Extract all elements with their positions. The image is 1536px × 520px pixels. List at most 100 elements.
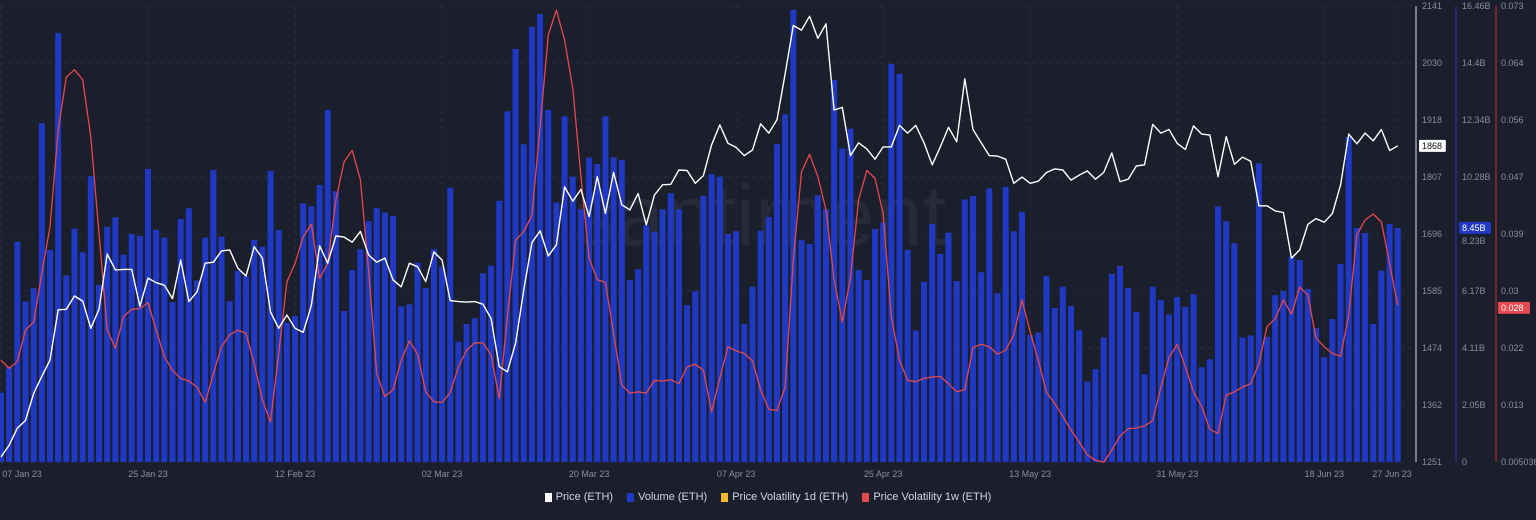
series-lines xyxy=(0,9,1399,463)
volume-bar xyxy=(381,212,388,462)
volume-bar xyxy=(185,208,192,462)
volume-bar xyxy=(847,128,854,462)
volume-bar xyxy=(112,217,119,462)
volume-axis-tick-label: 10.28B xyxy=(1462,172,1491,182)
volume-axis-tick-label: 6.17B xyxy=(1462,286,1486,296)
volume-bar xyxy=(341,311,348,462)
volume-bar xyxy=(545,109,552,462)
volume-current-value-box xyxy=(1459,221,1491,234)
volume-bar xyxy=(259,246,266,462)
volume-bar xyxy=(961,199,968,462)
volume-bar xyxy=(1353,227,1360,462)
legend-label: Price Volatility 1d (ETH) xyxy=(732,491,849,503)
volume-bar xyxy=(888,63,895,463)
price-axis-tick-label: 2141 xyxy=(1422,1,1442,11)
volume-bar xyxy=(635,269,642,462)
volume-bar xyxy=(1231,243,1238,462)
volume-bar xyxy=(969,196,976,462)
volume-bar xyxy=(87,176,94,462)
volume-bar xyxy=(488,265,495,462)
volume-bar xyxy=(765,217,772,462)
volume-bar xyxy=(292,316,299,462)
volume-bar xyxy=(120,254,127,462)
volume-bar xyxy=(520,144,527,462)
volume-bar xyxy=(855,270,862,462)
volume-bar xyxy=(569,176,576,463)
price-line xyxy=(0,15,1399,458)
volume-bar xyxy=(920,281,927,462)
x-tick-label: 07 Jan 23 xyxy=(2,469,42,479)
volume-bar xyxy=(1255,163,1262,462)
volume-bar xyxy=(577,209,584,462)
volume-axis-tick-label: 4.11B xyxy=(1462,343,1485,353)
volume-bar xyxy=(986,188,993,462)
volume-bar xyxy=(161,237,168,462)
price-axis-tick-label: 1696 xyxy=(1422,229,1442,239)
x-tick-label: 25 Apr 23 xyxy=(864,469,903,479)
volume-bar xyxy=(1345,136,1352,463)
price-axis-tick-label: 2030 xyxy=(1422,58,1442,68)
legend-item-price[interactable]: Price (ETH) xyxy=(544,491,613,503)
volume-bar xyxy=(749,286,756,462)
volume-bar xyxy=(1198,367,1205,462)
volume-bar xyxy=(1296,260,1303,462)
volume-bar xyxy=(504,111,511,463)
price-axis-tick-label: 1474 xyxy=(1422,343,1442,353)
volume-bar xyxy=(1239,337,1246,462)
volume-axis-tick-label: 12.34B xyxy=(1462,115,1491,125)
volume-bar xyxy=(790,9,797,463)
volume-bar xyxy=(912,330,919,462)
volume-bar xyxy=(177,219,184,462)
volume-bar xyxy=(1337,263,1344,462)
volume-bar xyxy=(1386,224,1393,462)
volume-bar xyxy=(1190,294,1197,462)
volume-bar xyxy=(643,225,650,462)
volume-bar xyxy=(822,209,829,462)
volume-bar xyxy=(1059,286,1066,462)
volume-bar xyxy=(1362,233,1369,462)
legend-swatch xyxy=(627,492,635,502)
volume-bar xyxy=(169,302,176,462)
volume-bar xyxy=(463,324,470,462)
legend-swatch xyxy=(862,492,870,502)
volume-bar xyxy=(30,288,37,462)
volume-bar xyxy=(1378,270,1385,462)
volume-bar xyxy=(945,232,952,462)
volume-bar xyxy=(398,306,405,462)
volume-bar xyxy=(153,229,160,462)
volume-axis-tick-label: 0 xyxy=(1462,457,1467,467)
volume-bar xyxy=(38,123,45,462)
volume-bar xyxy=(243,276,250,462)
volume-bar xyxy=(373,208,380,462)
legend-item-volatility-1d[interactable]: Price Volatility 1d (ETH) xyxy=(721,491,848,503)
volume-bar xyxy=(267,170,274,462)
legend-label: Volume (ETH) xyxy=(638,491,708,503)
volume-bar xyxy=(782,114,789,463)
volume-bar xyxy=(1100,337,1107,462)
volatility-axis-tick-label: 0.022 xyxy=(1501,343,1524,353)
price-current-value-box xyxy=(1419,139,1446,152)
volume-bar xyxy=(684,305,691,462)
volume-axis-tick-label: 14.4B xyxy=(1462,58,1486,68)
volatility-axis-tick-label: 0.064 xyxy=(1501,58,1524,68)
legend-item-volume[interactable]: Volume (ETH) xyxy=(627,491,707,503)
volume-bar xyxy=(994,293,1001,462)
volume-bar xyxy=(1329,319,1336,462)
volume-bar xyxy=(610,157,617,463)
volume-axis-tick-label: 16.46B xyxy=(1462,1,1491,11)
volume-bar xyxy=(716,176,723,463)
volume-bar xyxy=(308,206,315,462)
volume-bar xyxy=(1125,288,1132,462)
volatility-axis-tick-label: 0.056 xyxy=(1501,115,1524,125)
volume-bar xyxy=(79,252,86,462)
legend-swatch xyxy=(544,492,552,502)
volume-bar xyxy=(406,304,413,462)
volume-bar xyxy=(586,157,593,462)
volume-bar xyxy=(561,116,568,463)
volume-bar xyxy=(96,284,103,462)
volume-bar xyxy=(1313,328,1320,462)
volume-bar xyxy=(978,272,985,462)
volume-bar xyxy=(128,234,135,462)
volatility-current-value-box xyxy=(1498,301,1530,314)
legend-item-volatility-1w[interactable]: Price Volatility 1w (ETH) xyxy=(862,491,991,503)
